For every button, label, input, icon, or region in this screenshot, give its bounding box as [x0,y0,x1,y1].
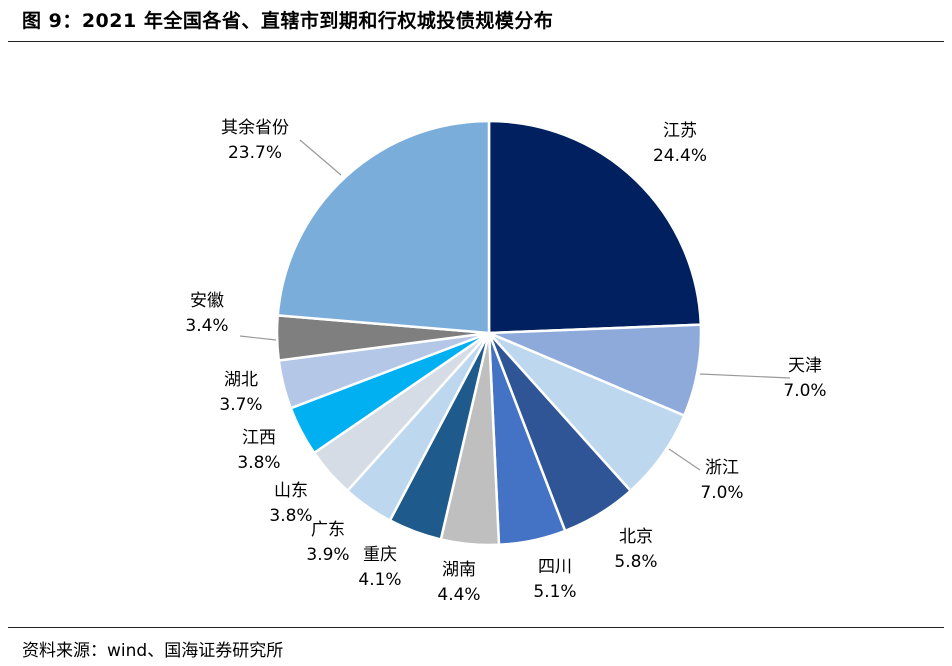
slice-value-label: 3.4% [185,316,228,336]
leader-line-13 [299,139,342,176]
slice-name-label: 江苏 [663,121,697,141]
pie-slices [275,119,703,547]
source-divider [8,627,944,628]
slice-name-label: 天津 [788,356,822,376]
leader-line-12 [239,335,277,341]
slice-name-label: 湖北 [224,370,258,390]
pie-slice-13 [276,119,491,335]
source-note: 资料来源：wind、国海证券研究所 [22,641,284,661]
slice-name-label: 重庆 [363,545,397,565]
slice-name-label: 四川 [538,557,572,577]
leader-lines [239,139,791,471]
slice-name-label: 安徽 [190,291,224,311]
slice-value-label: 24.4% [653,146,707,166]
slice-value-label: 23.7% [228,143,282,163]
leader-line-2 [699,373,791,379]
slice-value-label: 3.9% [306,545,349,565]
slice-name-label: 广东 [311,520,345,540]
pie-slice-1 [487,119,703,335]
slice-value-label: 5.1% [533,582,576,602]
slice-name-label: 北京 [619,527,653,547]
title-divider [8,41,944,42]
slice-name-label: 浙江 [705,458,739,478]
slice-labels: 江苏 24.4% 天津 7.0% 浙江 7.0% 北京 5.8% 四川 5.1% 湖南 4.4% 重庆 4… [185,118,826,605]
slice-value-label: 3.8% [237,453,280,473]
slice-value-label: 3.8% [269,506,312,526]
slice-value-label: 7.0% [700,483,743,503]
slice-name-label: 江西 [242,428,276,448]
slice-value-label: 4.1% [358,570,401,590]
slice-value-label: 7.0% [783,381,826,401]
slice-name-label: 山东 [274,481,308,501]
slice-name-label: 其余省份 [221,118,289,138]
slice-value-label: 4.4% [437,585,480,605]
chart-title: 图 9：2021 年全国各省、直辖市到期和行权城投债规模分布 [22,10,554,32]
slice-name-label: 湖南 [442,560,476,580]
slice-value-label: 5.8% [614,552,657,572]
leader-line-3 [668,448,701,471]
slice-value-label: 3.7% [219,395,262,415]
